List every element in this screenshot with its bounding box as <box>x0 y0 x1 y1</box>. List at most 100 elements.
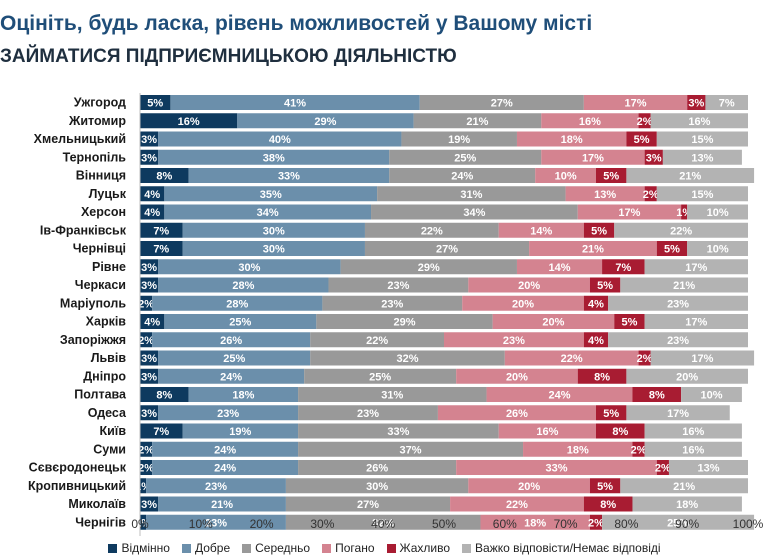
bar-segment <box>146 514 286 530</box>
data-label: 4% <box>144 189 160 201</box>
data-label: 23% <box>205 481 227 493</box>
data-label: 23% <box>387 280 409 292</box>
category-label: Маріуполь <box>60 296 126 310</box>
data-label: 23% <box>667 298 689 310</box>
bar-segment <box>638 350 651 366</box>
data-label: 32% <box>372 517 394 529</box>
data-label: 21% <box>673 280 695 292</box>
bar-segment <box>237 113 414 129</box>
bar-segment <box>377 186 566 202</box>
bar-segment <box>632 441 645 457</box>
bar-segment <box>140 387 189 402</box>
bar-segment <box>140 332 153 348</box>
bar-segment <box>164 186 378 202</box>
data-label: 38% <box>263 152 285 164</box>
bar-segment <box>644 149 663 165</box>
legend-item: Важко відповісти/Немає відповіді <box>462 541 661 555</box>
bar-segment <box>285 514 481 530</box>
bar-segment <box>285 496 451 512</box>
data-label: 24% <box>214 463 236 475</box>
category-label: Черкаси <box>75 278 126 292</box>
data-label: 20% <box>506 371 528 383</box>
bar-segment <box>444 332 584 348</box>
bar-segment <box>608 295 748 311</box>
data-label: 2% <box>631 444 647 456</box>
data-label: 5% <box>621 317 637 329</box>
bar-segment <box>650 113 748 129</box>
bar-segment <box>583 222 615 238</box>
data-label: 30% <box>263 244 285 256</box>
data-label: 24% <box>451 171 473 183</box>
data-label: 30% <box>238 262 260 274</box>
data-label: 26% <box>220 335 242 347</box>
legend-label: Важко відповісти/Немає відповіді <box>475 541 661 555</box>
x-tick-label: 40% <box>371 517 395 531</box>
data-label: 17% <box>685 317 707 329</box>
data-label: 22% <box>561 353 583 365</box>
bar-segment <box>182 241 365 256</box>
category-label: Київ <box>99 424 126 438</box>
data-label: 10% <box>701 390 723 402</box>
data-label: 10% <box>555 171 577 183</box>
bar-segment <box>389 168 536 183</box>
data-label: 2% <box>588 517 604 529</box>
bar-segment <box>140 441 153 457</box>
bar-segment <box>401 131 517 147</box>
bar-segment <box>140 131 159 147</box>
data-label: 23% <box>217 408 239 420</box>
bar-segment <box>285 478 469 494</box>
data-label: 23% <box>381 298 403 310</box>
data-label: 20% <box>512 298 534 310</box>
bar-segment <box>364 222 499 238</box>
bar-segment <box>158 405 299 421</box>
data-label: 8% <box>612 426 628 438</box>
bar-segment <box>328 277 469 293</box>
category-label: Дніпро <box>83 369 126 383</box>
bar-segment <box>626 368 748 384</box>
data-label: 3% <box>141 262 157 274</box>
data-label: 17% <box>685 262 707 274</box>
bar-segment <box>620 478 748 494</box>
bar-segment <box>310 350 505 366</box>
x-tick-label: 30% <box>310 517 334 531</box>
bar-segment <box>662 149 742 165</box>
bar-segment <box>158 350 311 366</box>
legend-item: Погано <box>322 541 375 555</box>
data-label: 22% <box>421 225 443 237</box>
bar-segment <box>462 295 584 311</box>
bar-segment <box>456 460 657 475</box>
bar-segment <box>340 259 517 275</box>
data-label: 2% <box>637 116 653 128</box>
x-tick-label: 0% <box>131 517 149 531</box>
data-label: 16% <box>178 116 200 128</box>
data-label: 23% <box>667 335 689 347</box>
data-label: 22% <box>366 335 388 347</box>
category-label: Хмельницький <box>34 132 126 146</box>
bar-segment <box>492 314 615 329</box>
data-label: 30% <box>263 225 285 237</box>
data-label: 5% <box>603 171 619 183</box>
data-label: 24% <box>549 390 571 402</box>
data-label: 26% <box>366 463 388 475</box>
bar-segment <box>389 149 542 165</box>
data-label: 27% <box>357 499 379 511</box>
data-label: 16% <box>682 426 704 438</box>
data-label: 16% <box>579 116 601 128</box>
data-label: 17% <box>667 408 689 420</box>
bar-segment <box>140 259 159 275</box>
chart-subtitle: ЗАЙМАТИСЯ ПІДПРИЄМНИЦЬКОЮ ДІЯЛЬНІСТЮ <box>0 46 457 67</box>
bar-segment <box>140 186 165 202</box>
bar-segment <box>583 496 633 512</box>
bar-segment <box>644 259 748 275</box>
data-label: 23% <box>503 335 525 347</box>
data-label: 19% <box>448 134 470 146</box>
category-label: Суми <box>93 442 126 456</box>
bar-segment <box>504 350 639 366</box>
x-tick-label: 10% <box>189 517 213 531</box>
data-label: 32% <box>397 353 419 365</box>
x-tick-label: 20% <box>250 517 274 531</box>
bar-segment <box>523 441 633 457</box>
bar-segment <box>140 168 189 183</box>
data-label: 31% <box>381 390 403 402</box>
bar-segment <box>140 241 183 256</box>
